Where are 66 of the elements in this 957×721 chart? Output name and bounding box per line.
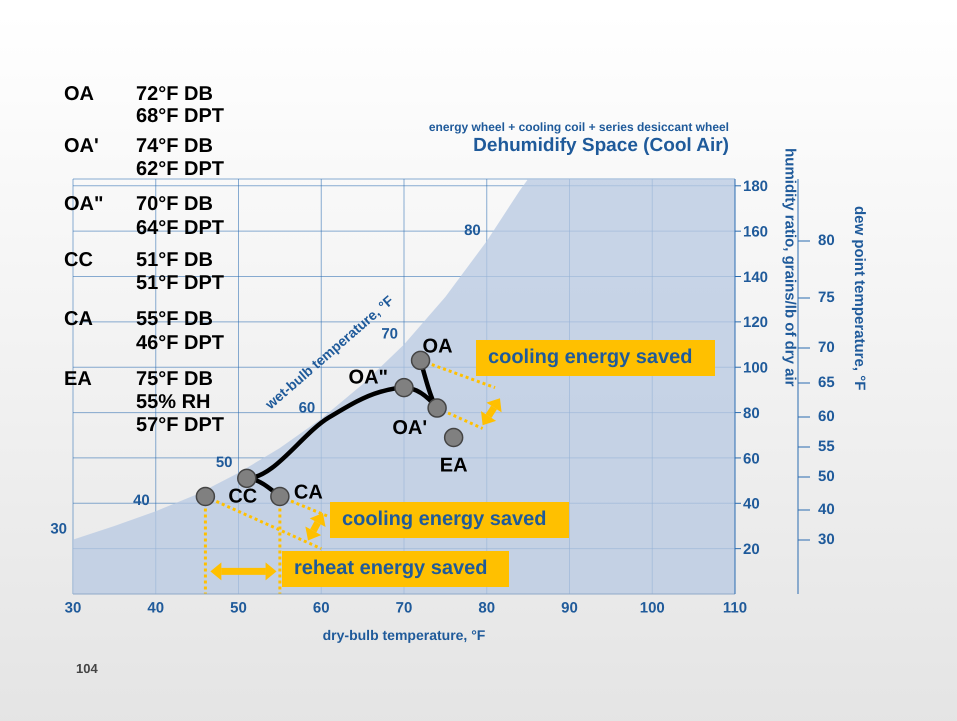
annotation: 55°F DB xyxy=(136,308,213,331)
y-tick-label: 80 xyxy=(743,404,760,422)
x-tick-label: 80 xyxy=(478,600,496,617)
annotation: 64°F DPT xyxy=(136,217,224,240)
annotation: 30 xyxy=(50,520,67,538)
annotation: 80 xyxy=(464,222,481,240)
series-label: OA' xyxy=(392,417,428,440)
text: dew point temperature, °F xyxy=(851,206,868,390)
annotation: OA" xyxy=(64,193,104,216)
annotation: 40 xyxy=(133,492,150,510)
chart-title: Dehumidify Space (Cool Air) xyxy=(473,135,729,156)
annotation: CA xyxy=(64,308,93,331)
x-tick-label: 40 xyxy=(147,600,164,617)
annotation: 51°F DPT xyxy=(136,272,224,295)
annotation: 51°F DB xyxy=(136,249,213,272)
annotation: 57°F DPT xyxy=(136,414,224,437)
x-tick-label: 90 xyxy=(561,600,578,617)
series-label: EA xyxy=(440,454,468,477)
annotation: 70°F DB xyxy=(136,193,213,216)
series-label: OA xyxy=(422,335,453,358)
text: 60 xyxy=(818,408,835,425)
x-tick-label: 100 xyxy=(640,600,665,617)
annotation: 50 xyxy=(216,454,232,471)
text: 50 xyxy=(818,468,835,485)
y-axis-title: humidity ratio, grains/lb of dry air xyxy=(782,148,799,387)
y-tick-label: 160 xyxy=(743,223,768,240)
text: OA xyxy=(64,83,94,106)
annotation: 55% RH xyxy=(136,391,210,414)
series-label: CC xyxy=(228,485,258,508)
annotation: 62°F DPT xyxy=(136,158,224,181)
x-tick-label: 50 xyxy=(230,600,247,617)
x-tick-label: 110 xyxy=(722,600,748,617)
text: 70 xyxy=(818,339,835,356)
annotation: CC xyxy=(64,249,93,272)
y-tick-label: 100 xyxy=(743,360,768,377)
text: OA' xyxy=(64,135,99,158)
text: 74°F DB xyxy=(136,135,213,158)
annotation: 46°F DPT xyxy=(136,332,224,355)
chart-subtitle: energy wheel + cooling coil + series desiccant wheel xyxy=(428,120,729,134)
text: 68°F DPT xyxy=(136,105,224,128)
y-tick-label: 40 xyxy=(743,496,760,513)
series-label: CA xyxy=(294,481,323,504)
annotation: EA xyxy=(64,368,92,391)
text: 80 xyxy=(818,232,835,249)
annotation: cooling energy saved xyxy=(330,502,569,538)
text: 55 xyxy=(818,438,835,455)
y-tick-label: 180 xyxy=(743,178,768,196)
y-tick-label: 20 xyxy=(743,540,760,558)
series-label: OA" xyxy=(348,366,388,389)
text: 72°F DB xyxy=(136,83,213,106)
text: 75 xyxy=(818,289,835,306)
y-tick-label: 120 xyxy=(743,314,768,332)
annotation: cooling energy saved xyxy=(476,340,715,376)
text: 40 xyxy=(818,501,835,518)
annotation: 70 xyxy=(381,326,398,343)
y-tick-label: 140 xyxy=(743,268,768,286)
x-tick-label: 30 xyxy=(64,600,82,617)
text: 65 xyxy=(818,374,835,391)
x-tick-label: 70 xyxy=(396,600,412,617)
x-axis-title: dry-bulb temperature, °F xyxy=(322,627,486,643)
annotation: 75°F DB xyxy=(136,368,213,391)
annotation: reheat energy saved xyxy=(282,551,510,587)
text: 30 xyxy=(818,531,835,548)
x-tick-label: 60 xyxy=(312,600,330,617)
text: 104 xyxy=(76,661,98,676)
y-tick-label: 60 xyxy=(743,450,760,468)
